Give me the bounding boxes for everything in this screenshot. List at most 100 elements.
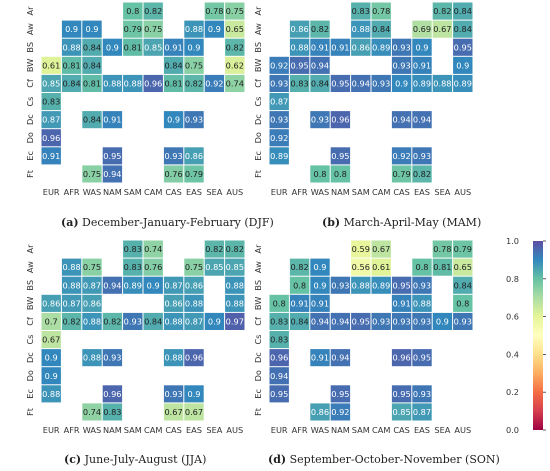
heatmap-cell: 0.94 [412,111,432,129]
y-tick-label: Cs [25,335,35,345]
heatmap-cell: 0.89 [371,38,391,56]
y-tick-label: Ar [253,244,263,254]
heatmap-cell-value: 0.88 [290,42,308,52]
x-tick-label: SAM [124,187,142,197]
heatmap-cell-rect [163,38,184,56]
heatmap-cell-value: 0.95 [413,353,431,363]
heatmap-cell-rect [225,74,245,92]
x-tick-label: AFR [292,425,308,435]
x-tick-label: AFR [292,187,308,197]
heatmap-cell: 0.9 [204,312,225,330]
heatmap-cell-rect [289,38,310,56]
heatmap-cell-value: 0.93 [372,316,390,326]
heatmap-cell-value: 0.67 [164,407,182,417]
heatmap-cell-value: 0.96 [331,115,349,125]
heatmap-cell-value: 0.95 [454,42,472,52]
heatmap-cell: 0.82 [289,258,310,276]
heatmap-cell: 0.87 [163,276,184,294]
heatmap-cell-rect [289,74,310,92]
heatmap-cell-value: 0.9 [313,262,326,272]
heatmap-cell: 0.78 [432,240,453,258]
heatmap-cell: 0.59 [351,240,371,258]
heatmap-cell: 0.86 [163,294,184,312]
heatmap-cell: 0.75 [143,20,163,38]
heatmap-cell-rect [143,74,163,92]
heatmap-cell: 0.74 [82,403,102,421]
heatmap-cell-value: 0.84 [62,78,80,88]
heatmap-cell-rect [371,2,391,20]
heatmap-cell-rect [453,240,473,258]
heatmap-cell: 0.95 [453,38,473,56]
heatmap-cell-rect [269,331,289,349]
heatmap-cell: 0.79 [184,165,204,183]
heatmap-cell-rect [82,312,102,330]
heatmap-cell-rect [41,74,61,92]
heatmap-cell-value: 0.67 [42,335,60,345]
heatmap-cell: 0.79 [391,165,412,183]
heatmap-cell: 0.96 [184,349,204,367]
heatmap-cell: 0.93 [269,74,289,92]
heatmap-cell: 0.84 [371,20,391,38]
heatmap-cell-rect [330,165,351,183]
heatmap-cell: 0.88 [82,312,102,330]
heatmap-cell-value: 0.65 [226,24,244,34]
heatmap-cell-value: 0.91 [164,42,182,52]
heatmap-cell-value: 0.9 [65,24,78,34]
colorbar-gradient [533,241,543,430]
heatmap-cell-rect [371,276,391,294]
heatmap-cell: 0.56 [351,258,371,276]
heatmap-cell-value: 0.86 [290,24,308,34]
heatmap-cell: 0.86 [351,38,371,56]
heatmap-cell: 0.93 [269,111,289,129]
heatmap-cell-rect [289,276,310,294]
heatmap-cell: 0.91 [41,147,61,165]
heatmap-cell: 0.93 [330,276,351,294]
heatmap-cell-value: 0.86 [42,298,60,308]
heatmap-cell-value: 0.94 [352,78,370,88]
heatmap-cell-rect [310,20,330,38]
heatmap-cell-value: 0.83 [42,97,60,107]
heatmap-cell-rect [351,276,371,294]
heatmap-cell-value: 0.97 [226,316,244,326]
heatmap-cell-value: 0.92 [270,133,288,143]
heatmap-cell-value: 0.89 [372,42,390,52]
heatmap-cell-rect [225,38,245,56]
heatmap-cell: 0.95 [269,385,289,403]
heatmap-cell-rect [184,385,204,403]
colorbar-tick-label: 0.4 [506,349,519,359]
heatmap-cell-rect [310,403,330,421]
heatmap-cell-rect [225,258,245,276]
heatmap-cell-rect [225,294,245,312]
heatmap-cell-value: 0.93 [413,151,431,161]
heatmap-cell-value: 0.83 [270,335,288,345]
heatmap-cell: 0.93 [371,312,391,330]
heatmap-cell-rect [412,56,432,74]
heatmap-cell-value: 0.8 [415,262,428,272]
heatmap-cell-value: 0.93 [185,115,203,125]
heatmap-cell-value: 0.88 [42,389,60,399]
heatmap-cell-rect [412,20,432,38]
heatmap-cell: 0.9 [204,20,225,38]
y-tick-label: BW [253,59,263,72]
heatmap-cell: 0.94 [269,367,289,385]
heatmap-cell: 0.75 [82,258,102,276]
heatmap-cell: 0.96 [330,111,351,129]
heatmap-cell-rect [82,74,102,92]
heatmap-cell-value: 0.9 [456,60,469,70]
heatmap-cell: 0.8 [330,165,351,183]
y-tick-label: Cs [25,97,35,107]
heatmap-cell-rect [163,403,184,421]
heatmap-cell-value: 0.9 [415,42,428,52]
heatmap-cell: 0.85 [391,403,412,421]
heatmap-cell-value: 0.87 [62,298,80,308]
heatmap-cell-rect [184,294,204,312]
y-tick-label: Cs [253,335,263,345]
heatmap-cell-value: 0.93 [392,60,410,70]
heatmap-cell-value: 0.75 [185,262,203,272]
x-tick-label: EUR [43,425,60,435]
heatmap-cell: 0.88 [351,20,371,38]
heatmap-cell-rect [184,276,204,294]
heatmap-cell-rect [289,56,310,74]
heatmap-cell-value: 0.88 [164,353,182,363]
heatmap-cell-value: 0.76 [144,262,162,272]
